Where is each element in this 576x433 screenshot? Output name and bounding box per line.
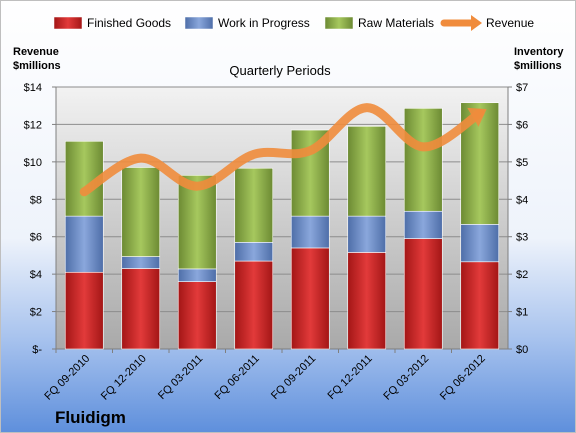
left-tick-label: $12 <box>24 119 42 131</box>
bar-raw-materials <box>403 108 443 212</box>
chart-subtitle: Quarterly Periods <box>229 63 331 78</box>
right-tick-label: $7 <box>516 82 528 94</box>
bar-work-in-progress <box>290 215 330 249</box>
left-tick-label: $2 <box>30 307 42 319</box>
bar-work-in-progress <box>460 224 500 263</box>
left-tick-label: $6 <box>30 232 42 244</box>
bar-raw-materials <box>347 126 387 217</box>
right-axis-title: Inventory $millions <box>514 46 564 72</box>
bar-work-in-progress <box>403 210 443 239</box>
right-axis-ticks: $0 $1 $2 $3 $4 $5 $6 $7 <box>508 82 528 356</box>
legend: Finished Goods Work in Progress Raw Materi… <box>53 15 534 31</box>
company-name: Fluidigm <box>55 408 126 427</box>
bar-raw-materials <box>177 175 217 270</box>
right-tick-label: $6 <box>516 119 528 131</box>
bar-work-in-progress <box>177 268 217 282</box>
revenue-line-path <box>79 103 485 197</box>
legend-label: Work in Progress <box>218 16 310 30</box>
legend-label: Finished Goods <box>87 16 171 30</box>
left-tick-label: $10 <box>24 157 42 169</box>
bar-finished-goods <box>403 238 443 350</box>
bar-work-in-progress <box>64 215 104 273</box>
bars <box>64 102 500 350</box>
left-tick-label: $4 <box>30 269 42 281</box>
right-tick-label: $2 <box>516 269 528 281</box>
legend-swatch <box>324 16 354 30</box>
legend-label: Raw Materials <box>358 16 434 30</box>
revenue-line <box>79 103 487 197</box>
legend-swatch <box>53 16 83 30</box>
left-tick-label: $8 <box>30 194 42 206</box>
legend-swatch-revenue-arrow <box>471 15 482 31</box>
bar-finished-goods <box>347 252 387 350</box>
right-tick-label: $4 <box>516 194 528 206</box>
bar-work-in-progress <box>121 256 161 269</box>
bar-finished-goods <box>177 281 217 350</box>
bar-finished-goods <box>460 261 500 350</box>
right-tick-label: $5 <box>516 157 528 169</box>
right-tick-label: $3 <box>516 232 528 244</box>
legend-swatch <box>184 16 214 30</box>
bar-work-in-progress <box>234 242 274 262</box>
left-tick-label: $14 <box>24 82 42 94</box>
right-tick-label: $0 <box>516 344 528 356</box>
bar-finished-goods <box>290 247 330 350</box>
bar-raw-materials <box>234 167 274 243</box>
revenue-arrowhead <box>467 107 487 127</box>
bar-raw-materials <box>121 167 161 257</box>
left-axis-title: Revenue $millions <box>13 46 61 72</box>
left-axis-ticks: $- $2 $4 $6 $8 $10 $12 $14 <box>24 82 56 356</box>
legend-label: Revenue <box>486 16 534 30</box>
bar-work-in-progress <box>347 215 387 253</box>
left-tick-label: $- <box>32 344 42 356</box>
bar-finished-goods <box>121 268 161 350</box>
right-tick-label: $1 <box>516 307 528 319</box>
bar-finished-goods <box>64 271 104 350</box>
bar-finished-goods <box>234 260 274 350</box>
